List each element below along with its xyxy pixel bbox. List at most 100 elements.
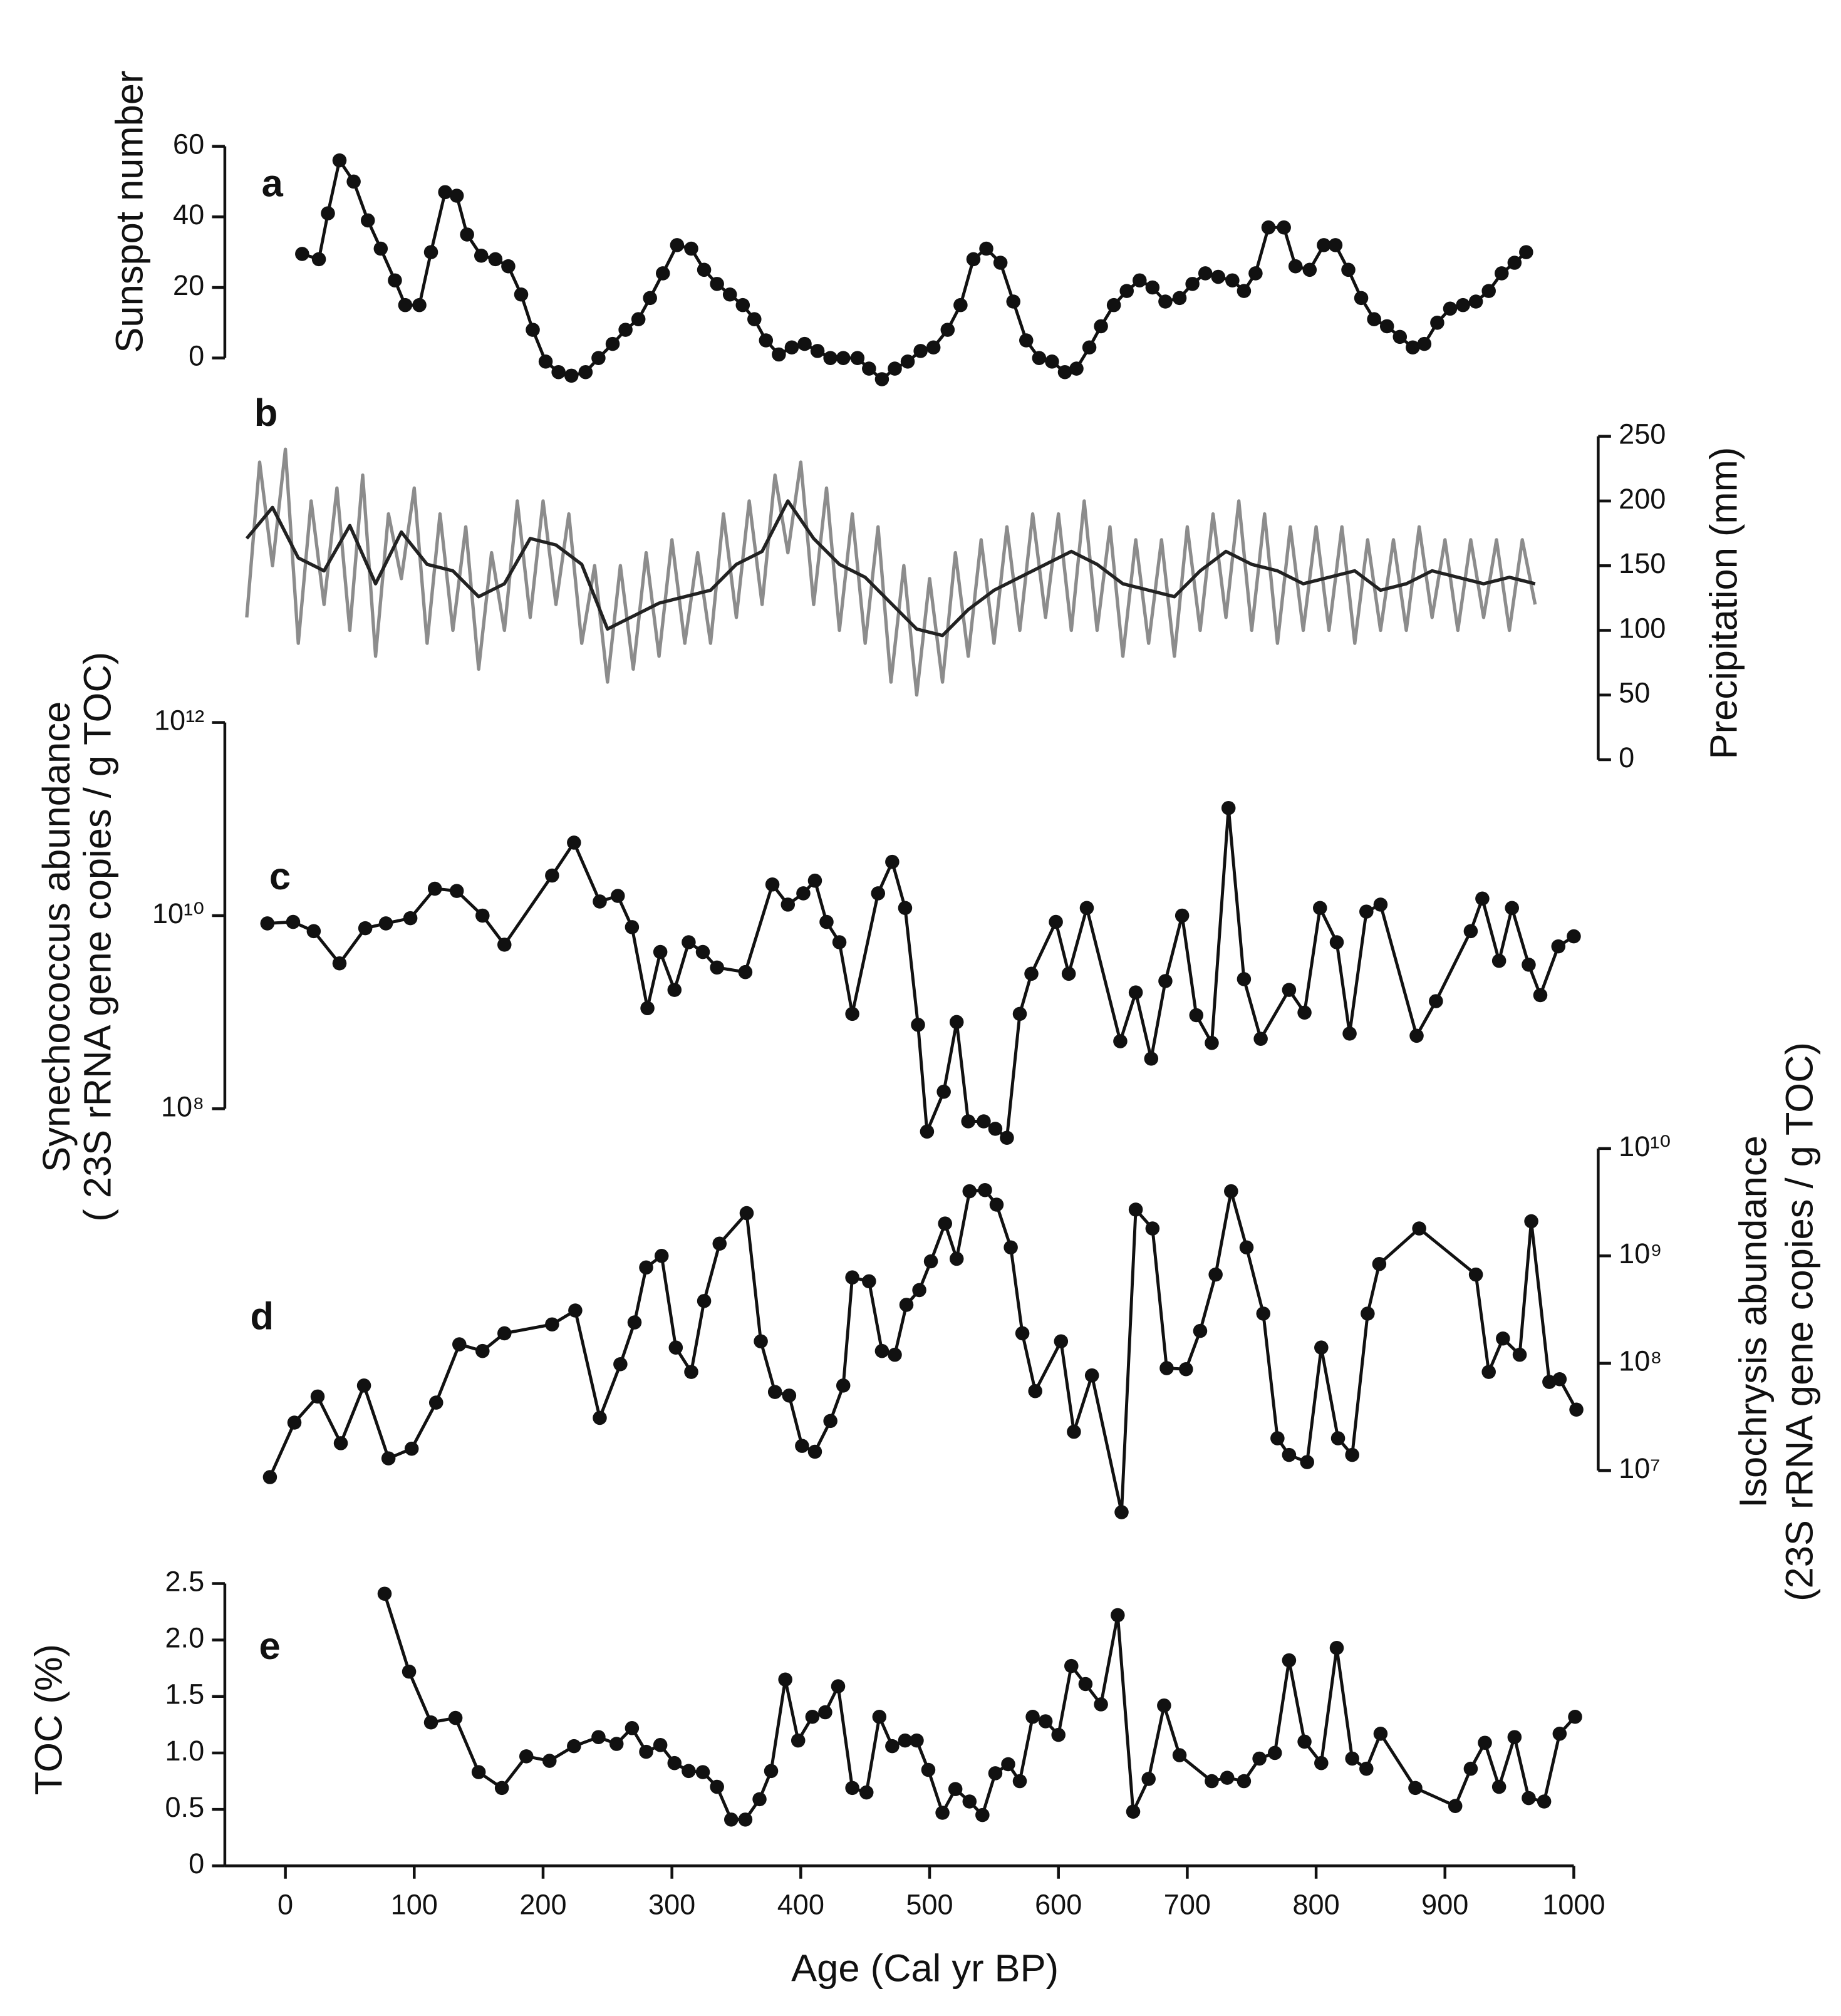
data-point — [862, 361, 876, 376]
data-point — [885, 1739, 900, 1754]
data-point — [1028, 1383, 1042, 1398]
data-point — [898, 901, 913, 916]
data-point — [795, 1439, 809, 1453]
data-point — [978, 1182, 992, 1197]
data-point — [1379, 319, 1394, 334]
data-point — [948, 1782, 963, 1796]
data-point — [1051, 1727, 1066, 1742]
x-tick-label: 900 — [1421, 1889, 1468, 1921]
data-point — [497, 938, 512, 952]
data-point — [684, 241, 698, 256]
data-point — [643, 291, 657, 306]
data-point — [613, 1357, 628, 1372]
data-point — [639, 1744, 653, 1759]
data-point — [1373, 897, 1388, 912]
data-point — [923, 1254, 938, 1269]
data-point — [874, 1343, 889, 1358]
data-point — [488, 252, 503, 267]
data-point — [1328, 238, 1343, 252]
data-point — [1373, 1727, 1388, 1741]
data-point — [655, 266, 670, 281]
data-point — [1478, 1735, 1492, 1750]
data-point — [832, 935, 847, 949]
data-point — [993, 256, 1008, 270]
data-point — [819, 914, 834, 929]
data-point — [767, 1385, 782, 1399]
y-tick-label: 10¹⁰ — [1619, 1130, 1671, 1162]
data-point — [722, 287, 737, 302]
data-point — [784, 340, 799, 355]
data-point — [988, 1122, 1003, 1136]
data-point — [1288, 259, 1303, 274]
y-tick-label: 10¹² — [154, 705, 204, 737]
data-point — [712, 1236, 727, 1251]
data-point — [1084, 1368, 1099, 1383]
data-point — [1175, 908, 1190, 923]
data-point — [295, 247, 309, 261]
data-point — [1261, 220, 1276, 235]
data-point — [287, 1415, 302, 1430]
x-tick-label: 800 — [1292, 1889, 1339, 1921]
data-point — [1392, 329, 1408, 344]
data-point — [823, 351, 838, 365]
data-point — [1494, 266, 1509, 281]
data-point — [471, 1765, 486, 1779]
y-tick-label: 40 — [173, 199, 204, 230]
data-point — [1189, 1008, 1204, 1023]
data-point — [1205, 1774, 1219, 1789]
y-axis-label: TOC (%) — [28, 1644, 71, 1795]
data-point — [979, 241, 993, 256]
data-point — [545, 868, 559, 883]
data-point — [1475, 891, 1490, 906]
x-tick-label: 400 — [777, 1889, 824, 1921]
data-point — [1329, 935, 1344, 949]
data-point — [1408, 1781, 1423, 1796]
data-point — [625, 1721, 640, 1735]
data-point — [759, 333, 774, 348]
y-tick-label: 1.5 — [165, 1678, 204, 1710]
data-point — [452, 1337, 467, 1352]
data-point — [1463, 1761, 1478, 1776]
x-tick-label: 500 — [906, 1889, 953, 1921]
data-point — [1533, 988, 1548, 1003]
data-point — [412, 297, 427, 313]
data-point — [526, 323, 540, 337]
data-point — [1172, 1748, 1187, 1762]
data-point — [738, 1812, 753, 1827]
data-point — [710, 1779, 724, 1794]
data-point — [1345, 1447, 1359, 1462]
data-point — [872, 1709, 887, 1724]
data-point — [845, 1781, 859, 1796]
data-point — [670, 238, 685, 252]
y-tick-label: 60 — [173, 128, 204, 160]
data-point — [1082, 340, 1097, 355]
data-point — [1012, 1774, 1027, 1789]
data-point — [1205, 1036, 1219, 1050]
data-point — [791, 1733, 806, 1748]
data-point — [262, 1470, 277, 1484]
data-point — [1113, 1034, 1128, 1048]
data-point — [1057, 364, 1072, 380]
data-point — [1417, 336, 1432, 351]
data-point — [591, 1730, 606, 1744]
data-point — [1078, 1677, 1093, 1692]
data-point — [1512, 1347, 1527, 1362]
x-tick-label: 600 — [1035, 1889, 1082, 1921]
data-point — [321, 206, 335, 220]
data-point — [1045, 354, 1059, 369]
data-point — [653, 944, 668, 959]
data-point — [1443, 301, 1458, 316]
data-point — [332, 956, 347, 971]
data-point — [448, 1710, 463, 1725]
data-point — [936, 1084, 951, 1099]
data-point — [1145, 280, 1160, 295]
y-tick-label: 200 — [1619, 483, 1666, 515]
data-point — [358, 921, 373, 936]
data-point — [1225, 273, 1240, 287]
data-point — [1282, 1447, 1297, 1462]
data-point — [899, 1298, 914, 1312]
data-point — [346, 174, 361, 189]
data-point — [765, 877, 780, 892]
data-point — [1067, 1424, 1081, 1439]
data-point — [1282, 983, 1297, 997]
